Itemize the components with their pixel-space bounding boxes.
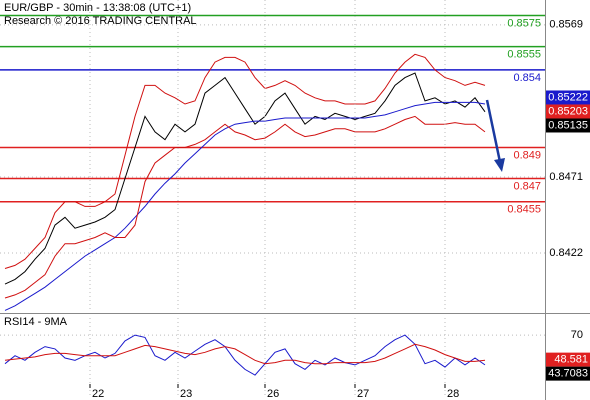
chart-subtitle: Research © 2016 TRADING CENTRAL	[4, 15, 197, 27]
price-marker	[546, 90, 590, 105]
series-line	[4, 72, 486, 285]
x-tick-label: 23	[180, 388, 192, 400]
x-tick-label: 26	[267, 388, 279, 400]
chart-title: EUR/GBP - 30min - 13:38:08 (UTC+1)	[4, 2, 191, 14]
y-tick-label: 0.8422	[549, 247, 583, 259]
rsi-title: RSI14 - 9MA	[4, 316, 68, 328]
price-marker	[546, 104, 590, 119]
y-tick-label: 0.8471	[549, 171, 583, 183]
series-line	[4, 101, 486, 311]
price-marker-label: 43.7083	[548, 368, 588, 380]
x-tick-label: 27	[357, 388, 369, 400]
x-tick-label: 22	[92, 388, 104, 400]
level-label: 0.849	[513, 149, 541, 161]
price-marker-label: 48.581	[554, 354, 588, 366]
x-tick-label: 28	[447, 388, 459, 400]
price-marker-label: 0.85135	[548, 119, 588, 131]
y-tick-label: 0.8569	[549, 19, 583, 31]
price-marker	[546, 352, 590, 367]
price-marker-label: 0.85222	[548, 91, 588, 103]
level-label: 0.8575	[507, 17, 541, 29]
series-line	[4, 53, 486, 269]
price-marker	[546, 118, 590, 133]
price-marker-label: 0.85203	[548, 105, 588, 117]
price-marker	[546, 366, 590, 381]
series-line	[4, 343, 486, 365]
level-label: 0.8455	[507, 204, 541, 216]
series-line	[4, 115, 486, 299]
level-label: 0.8555	[507, 48, 541, 60]
forecast-arrowhead	[494, 158, 505, 172]
level-label: 0.854	[513, 72, 541, 84]
level-label: 0.847	[513, 180, 541, 192]
y-tick-label: 70	[571, 329, 583, 341]
forecast-arrow	[485, 99, 502, 163]
